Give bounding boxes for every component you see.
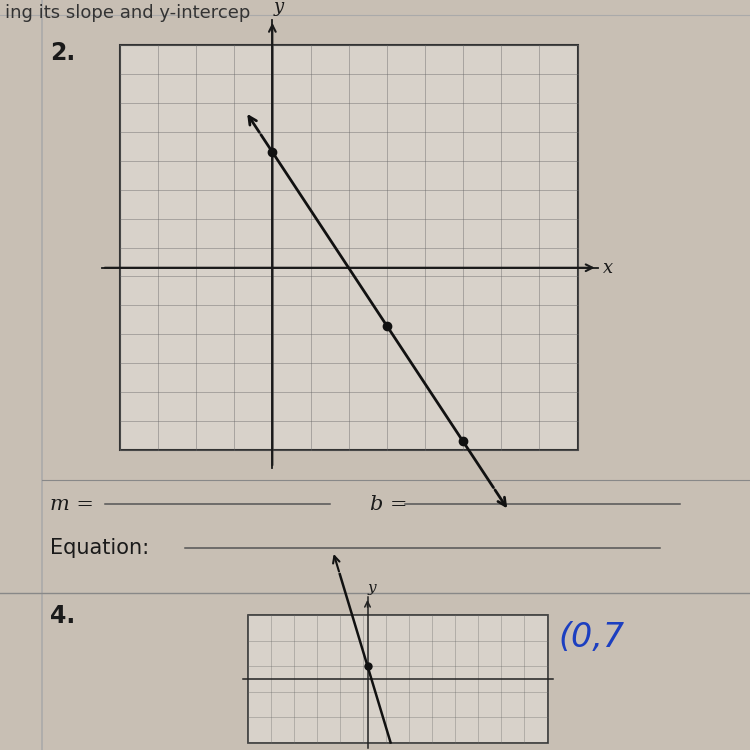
Text: x: x (602, 259, 613, 277)
Text: y: y (273, 0, 284, 16)
Text: y: y (368, 581, 376, 595)
Text: ing its slope and y-intercep: ing its slope and y-intercep (5, 4, 250, 22)
Bar (248, 615, 548, 742)
Text: (0,7: (0,7 (559, 621, 625, 654)
Bar (120, 45, 578, 450)
Text: m =: m = (50, 494, 94, 514)
Text: Equation:: Equation: (50, 538, 149, 557)
Text: b =: b = (370, 494, 407, 514)
Text: 2.: 2. (50, 41, 75, 65)
Text: 4.: 4. (50, 604, 75, 628)
